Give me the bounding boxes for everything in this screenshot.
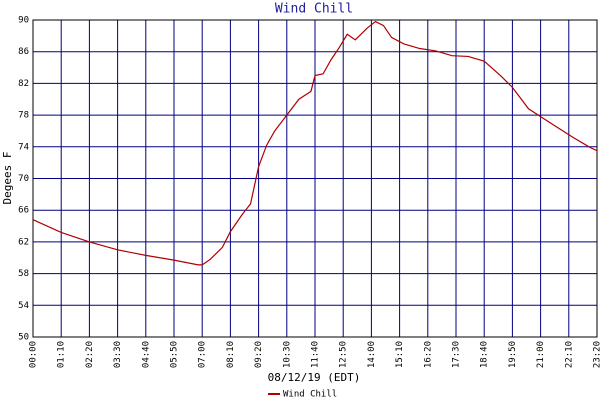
- x-tick-label: 19:50: [508, 341, 518, 368]
- x-tick-label: 03:30: [113, 341, 123, 368]
- x-tick-label: 21:00: [536, 341, 546, 368]
- x-tick-label: 05:50: [170, 341, 180, 368]
- x-tick-label: 00:00: [29, 341, 39, 368]
- y-tick-label: 58: [18, 269, 29, 279]
- y-tick-label: 74: [18, 142, 29, 152]
- x-tick-label: 10:30: [282, 341, 292, 368]
- x-tick-label: 22:10: [564, 341, 574, 368]
- x-tick-label: 15:10: [395, 341, 405, 368]
- y-tick-label: 62: [18, 237, 29, 247]
- y-tick-label: 90: [18, 16, 29, 26]
- y-tick-label: 66: [18, 206, 29, 216]
- x-tick-label: 02:20: [85, 341, 95, 368]
- x-tick-label: 17:30: [452, 341, 462, 368]
- y-tick-label: 70: [18, 174, 29, 184]
- x-tick-label: 07:00: [198, 341, 208, 368]
- y-tick-label: 54: [18, 301, 29, 311]
- chart-title: Wind Chill: [275, 2, 353, 17]
- y-tick-label: 82: [18, 79, 29, 89]
- x-tick-label: 18:40: [480, 341, 490, 368]
- x-tick-label: 04:40: [141, 341, 151, 368]
- y-tick-label: 78: [18, 111, 29, 121]
- y-tick-label: 50: [18, 333, 29, 343]
- x-tick-label: 23:20: [593, 341, 600, 368]
- x-tick-label: 09:20: [254, 341, 264, 368]
- y-axis-label: Degees F: [1, 152, 14, 205]
- x-tick-label: 08:10: [226, 341, 236, 368]
- y-tick-label: 86: [18, 47, 29, 57]
- x-tick-label: 12:50: [339, 341, 349, 368]
- data-line: [32, 20, 598, 266]
- x-tick-label: 14:00: [367, 341, 377, 368]
- x-tick-label: 16:20: [423, 341, 433, 368]
- legend-label: Wind Chill: [283, 390, 337, 400]
- x-tick-label: 01:10: [57, 341, 67, 368]
- plot-frame: [32, 19, 598, 338]
- x-axis-label: 08/12/19 (EDT): [268, 371, 361, 384]
- x-tick-label: 11:40: [311, 341, 321, 368]
